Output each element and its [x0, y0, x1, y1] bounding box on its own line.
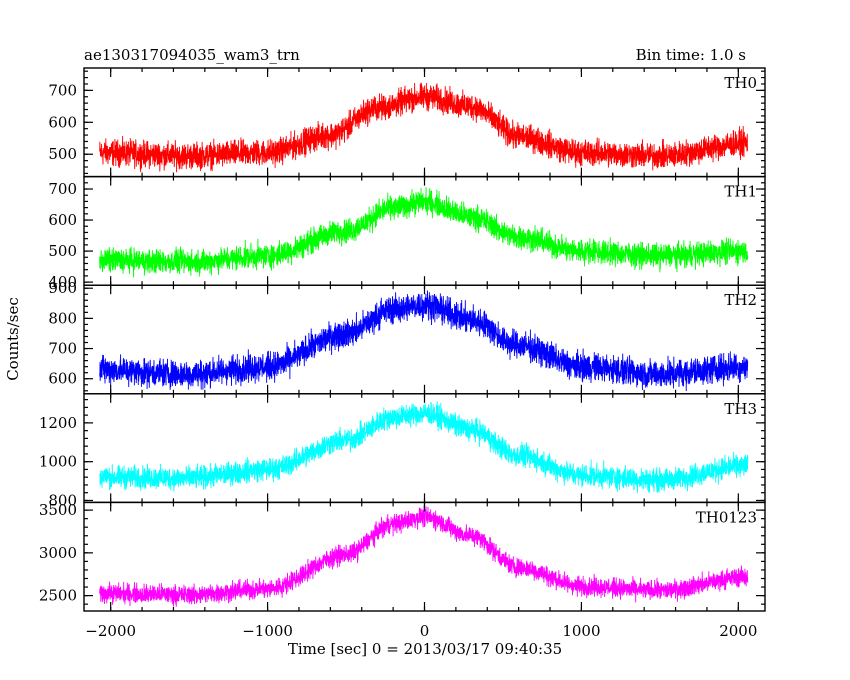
- panel-frame: [83, 175, 766, 286]
- x-tick-label: 0: [420, 622, 430, 640]
- chart-title: ae130317094035_wam3_trn: [84, 46, 300, 64]
- bin-time-label: Bin time: 1.0 s: [636, 46, 746, 64]
- x-tick-label: 1000: [562, 622, 600, 640]
- y-axis-label: Counts/sec: [4, 297, 22, 381]
- y-tick-label: 600: [48, 370, 77, 388]
- series-line-th2: [99, 290, 749, 392]
- y-tick-label: 400: [48, 273, 77, 291]
- panels-group: 500 600 700 TH0 400 500 600 700 TH1 600 700 800 900 T…: [39, 67, 766, 612]
- y-tick-label: 500: [48, 242, 77, 260]
- x-axis: −2000 −1000 0 1000 2000: [85, 622, 757, 640]
- panel-name-label: TH1: [724, 183, 757, 201]
- x-tick-label: −2000: [85, 622, 136, 640]
- y-tick-label: 2500: [39, 587, 77, 605]
- y-tick-label: 800: [48, 309, 77, 327]
- y-tick-label: 900: [48, 279, 77, 297]
- y-tick-label: 500: [48, 145, 77, 163]
- panel-name-label: TH0: [724, 74, 757, 92]
- y-tick-label: 3000: [39, 544, 77, 562]
- x-axis-label: Time [sec] 0 = 2013/03/17 09:40:35: [288, 640, 562, 658]
- y-tick-label: 600: [48, 211, 77, 229]
- y-tick-label: 800: [48, 491, 77, 509]
- panel-th0123: 2500 3000 3500 TH0123: [39, 501, 766, 612]
- series-line-th0: [99, 82, 749, 173]
- x-tick-label: −1000: [242, 622, 293, 640]
- panel-name-label: TH0123: [696, 508, 757, 526]
- panel-th0: 500 600 700 TH0: [48, 67, 766, 178]
- panel-name-label: TH2: [724, 291, 757, 309]
- panel-th2: 600 700 800 900 TH2: [48, 279, 766, 395]
- series-line-th0123: [99, 505, 749, 607]
- y-tick-label: 700: [48, 81, 77, 99]
- y-tick-label: 600: [48, 113, 77, 131]
- y-tick-label: 700: [48, 180, 77, 198]
- panel-name-label: TH3: [724, 400, 757, 418]
- series-line-th3: [99, 401, 749, 494]
- x-tick-label: 2000: [719, 622, 757, 640]
- panel-th3: 800 1000 1200 TH3: [39, 393, 766, 509]
- series-line-th1: [99, 187, 749, 278]
- panel-th1: 400 500 600 700 TH1: [48, 175, 766, 291]
- y-tick-label: 1200: [39, 414, 77, 432]
- y-tick-label: 700: [48, 340, 77, 358]
- y-tick-label: 3500: [39, 501, 77, 519]
- y-tick-label: 1000: [39, 453, 77, 471]
